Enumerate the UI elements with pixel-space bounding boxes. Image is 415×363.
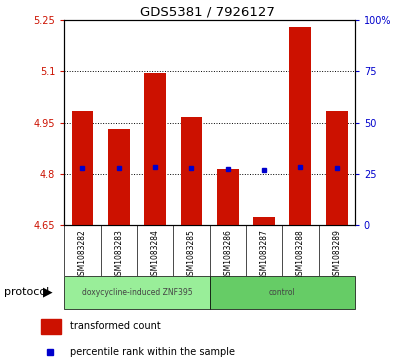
Text: GSM1083288: GSM1083288 [296, 229, 305, 280]
Bar [108, 129, 130, 225]
Bar [64, 276, 210, 309]
Text: doxycycline-induced ZNF395: doxycycline-induced ZNF395 [82, 288, 192, 297]
Text: GDS5381 / 7926127: GDS5381 / 7926127 [140, 5, 275, 19]
Bar [181, 117, 203, 225]
Text: control: control [269, 288, 295, 297]
Text: GSM1083289: GSM1083289 [332, 229, 341, 280]
Text: protocol: protocol [4, 287, 49, 297]
Bar [210, 276, 355, 309]
Bar [41, 319, 61, 334]
Text: GSM1083283: GSM1083283 [114, 229, 123, 280]
Text: GSM1083284: GSM1083284 [151, 229, 160, 280]
Bar [326, 111, 348, 225]
Bar [217, 169, 239, 225]
Bar [253, 216, 275, 225]
Bar [71, 111, 93, 225]
Text: transformed count: transformed count [70, 321, 161, 331]
Text: percentile rank within the sample: percentile rank within the sample [70, 347, 235, 357]
Bar [290, 27, 311, 225]
Bar [144, 73, 166, 225]
Text: GSM1083287: GSM1083287 [259, 229, 269, 280]
Text: GSM1083282: GSM1083282 [78, 229, 87, 280]
Text: ▶: ▶ [43, 286, 53, 299]
Text: GSM1083285: GSM1083285 [187, 229, 196, 280]
Text: GSM1083286: GSM1083286 [223, 229, 232, 280]
